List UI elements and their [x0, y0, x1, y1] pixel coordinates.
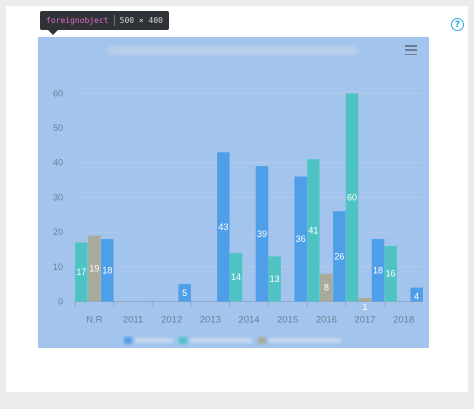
- legend-item-series-1[interactable]: [124, 337, 173, 344]
- data-label: 60: [347, 192, 357, 202]
- y-tick-label: 0: [58, 297, 63, 307]
- y-tick-label: 10: [53, 262, 63, 272]
- chart-title-blurred: [108, 46, 358, 55]
- bar: [268, 256, 281, 302]
- data-label: 8: [324, 283, 329, 293]
- data-label: 39: [257, 229, 267, 239]
- x-tick-label: 2015: [277, 315, 298, 326]
- foreignobject-highlight: 0 10 20 30 40 50 60 N.R 2011 2012 2013 2014 2015 2016…: [38, 37, 429, 348]
- legend-item-series-2[interactable]: [179, 337, 252, 344]
- data-label: 36: [296, 234, 306, 244]
- bar: [333, 211, 346, 302]
- bar: [371, 239, 385, 302]
- bar: [320, 273, 333, 302]
- bar: [229, 252, 243, 302]
- data-label: 17: [76, 267, 86, 277]
- y-tick-label: 30: [53, 192, 63, 202]
- data-label: 19: [89, 264, 99, 274]
- x-tick-label: 2016: [316, 315, 337, 326]
- bar: [410, 287, 423, 302]
- bar: [178, 284, 191, 302]
- x-tick-label: N.R: [86, 315, 103, 326]
- x-tick-label: 2017: [354, 315, 375, 326]
- data-label: 5: [182, 288, 187, 298]
- bar-chart: 0 10 20 30 40 50 60 N.R 2011 2012 2013 2014 2015 2016…: [53, 88, 423, 326]
- devtools-inspector-tooltip: foreignobject 500 × 400: [40, 11, 169, 35]
- tooltip-separator: [113, 15, 115, 26]
- y-tick-label: 40: [53, 158, 63, 168]
- help-icon[interactable]: ?: [451, 18, 464, 31]
- data-label: 4: [414, 292, 419, 302]
- bar: [75, 242, 88, 302]
- y-tick-label: 50: [53, 123, 63, 133]
- data-label: 14: [231, 272, 241, 282]
- tooltip-dimensions: 500 × 400: [119, 16, 163, 25]
- bar: [345, 93, 359, 302]
- legend-item-series-3[interactable]: [258, 337, 341, 344]
- hamburger-menu-icon[interactable]: [405, 45, 417, 55]
- bar: [255, 166, 269, 302]
- x-tick-label: 2012: [161, 315, 182, 326]
- bar: [88, 235, 101, 302]
- x-tick-label: 2011: [123, 315, 143, 326]
- bar: [358, 298, 372, 302]
- data-label: 13: [270, 274, 280, 284]
- data-label: 41: [308, 225, 318, 235]
- x-tick-label: 2013: [200, 315, 221, 326]
- bar: [307, 159, 320, 302]
- data-label: 16: [386, 269, 396, 279]
- data-label: 18: [373, 265, 383, 275]
- x-tick-label: 2014: [238, 315, 259, 326]
- data-label: 43: [218, 222, 228, 232]
- y-tick-label: 60: [53, 88, 63, 98]
- bar: [101, 239, 114, 302]
- y-tick-label: 20: [53, 227, 63, 237]
- tooltip-tag-name: foreignobject: [46, 16, 109, 25]
- bar: [294, 176, 307, 302]
- data-label: 18: [102, 265, 112, 275]
- bar: [217, 152, 230, 302]
- x-tick-label: 2018: [393, 315, 414, 326]
- chart-legend: [124, 336, 349, 345]
- bar: [384, 245, 397, 302]
- data-label: 26: [334, 251, 344, 261]
- data-label: 1: [362, 302, 367, 312]
